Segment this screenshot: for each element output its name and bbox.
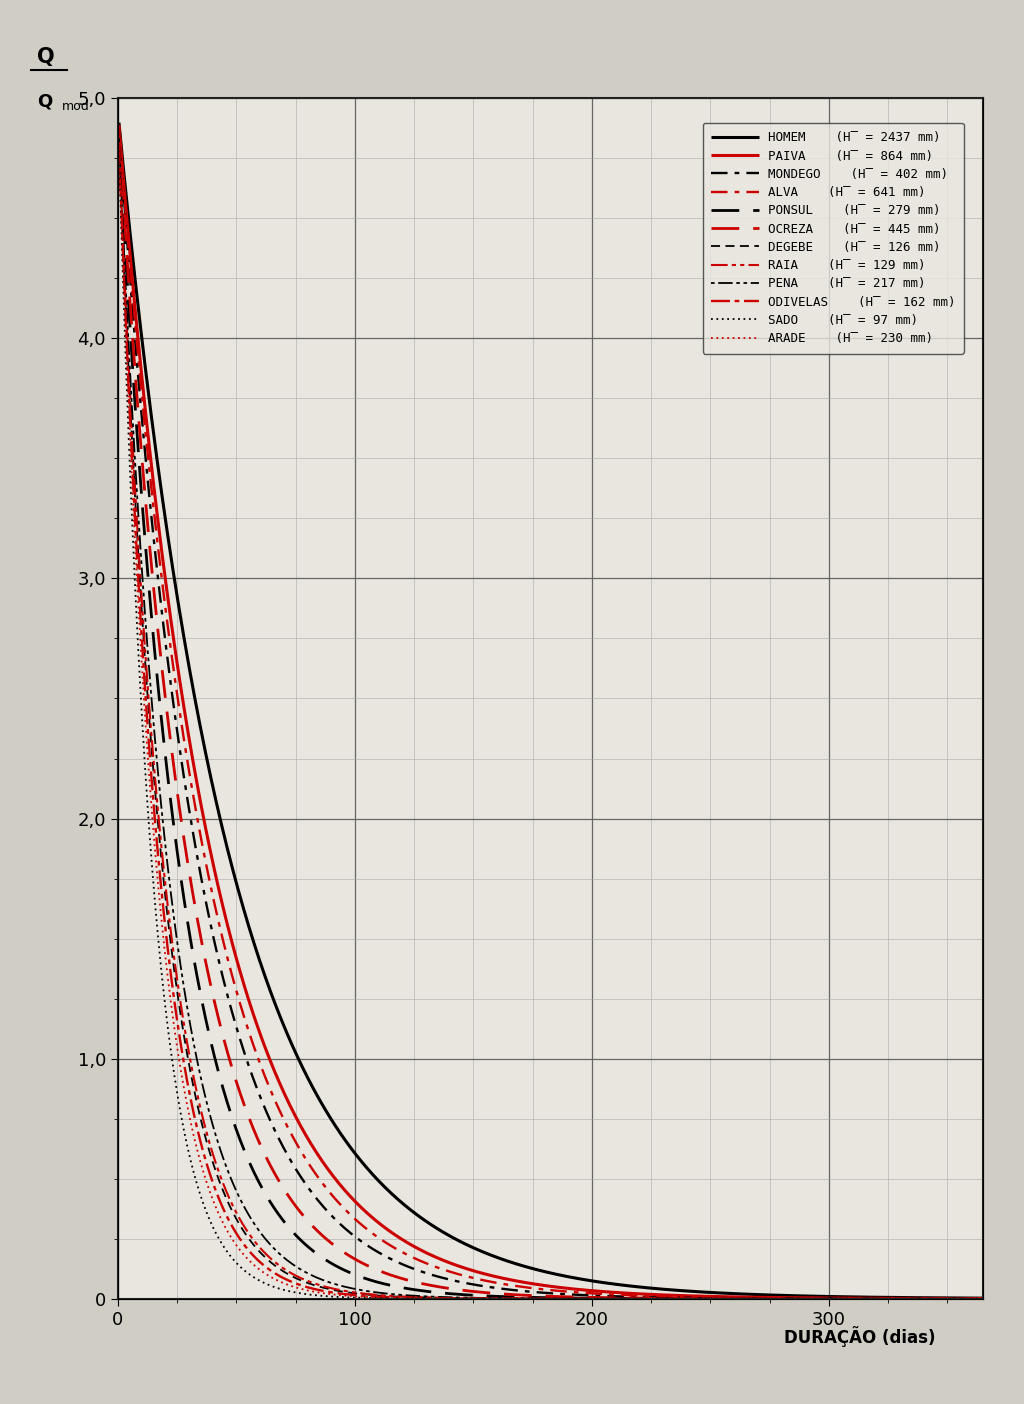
Text: Q: Q: [38, 93, 52, 111]
Text: mod: mod: [61, 100, 89, 112]
Text: DURAÇÃO (dias): DURAÇÃO (dias): [784, 1327, 936, 1346]
Text: Q: Q: [37, 48, 55, 67]
Legend: HOMEM    (H̅ = 2437 mm), PAIVA    (H̅ = 864 mm), MONDEGO    (H̅ = 402 mm), ALVA : HOMEM (H̅ = 2437 mm), PAIVA (H̅ = 864 mm…: [702, 122, 964, 354]
